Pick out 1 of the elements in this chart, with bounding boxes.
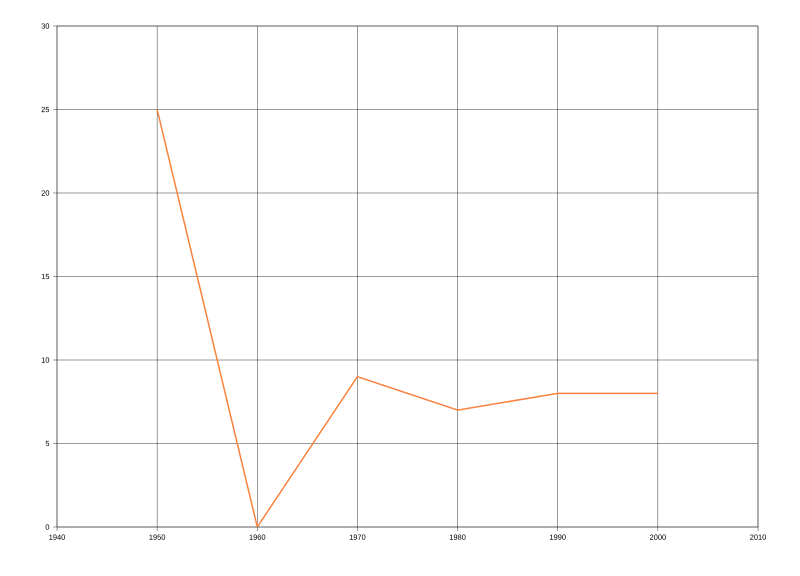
line-series (156, 108, 659, 527)
